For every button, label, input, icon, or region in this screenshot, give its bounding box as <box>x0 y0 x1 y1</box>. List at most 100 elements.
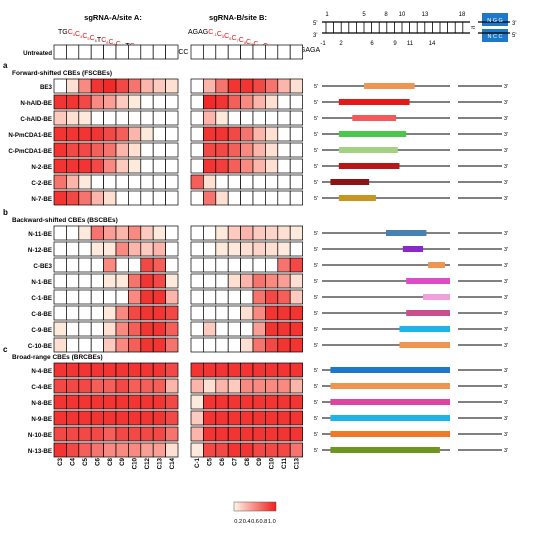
base-position: 3 <box>73 32 76 37</box>
heatmap-cell <box>289 273 303 289</box>
heatmap-cell <box>227 426 241 442</box>
base-position: 9 <box>114 42 117 47</box>
heatmap-cell <box>240 158 254 174</box>
heatmap-cell <box>103 126 117 142</box>
five-prime-label: 5' <box>314 432 318 438</box>
heatmap-cell <box>165 142 179 158</box>
heatmap-cell <box>103 44 117 60</box>
heatmap-cell <box>66 362 80 378</box>
sequence-base: C <box>90 35 95 42</box>
heatmap-cell <box>115 321 129 337</box>
three-prime-label: 3' <box>504 263 508 269</box>
heatmap-cell <box>90 362 104 378</box>
three-prime-label: 3' <box>504 100 508 106</box>
heatmap-cell <box>152 257 166 273</box>
heatmap-cell <box>165 410 179 426</box>
five-prime-label: 5' <box>314 279 318 285</box>
heatmap-cell <box>277 142 291 158</box>
heatmap-cell <box>53 426 67 442</box>
heatmap-cell <box>53 257 67 273</box>
heatmap-cell <box>240 110 254 126</box>
deaminase-window-bar <box>406 310 450 316</box>
heatmap-cell <box>265 257 279 273</box>
heatmap-cell <box>78 110 92 126</box>
heatmap-cell <box>128 225 142 241</box>
heatmap-cell <box>140 44 154 60</box>
base-position: 8 <box>106 40 109 45</box>
heatmap-cell <box>115 225 129 241</box>
section-title: Forward-shifted CBEs (FSCBEs) <box>12 70 112 77</box>
heatmap-cell <box>152 362 166 378</box>
column-label: C13 <box>293 457 300 469</box>
column-label: C-1 <box>194 457 201 468</box>
five-prime-label: 5' <box>314 448 318 454</box>
heatmap-cell <box>90 442 104 458</box>
three-prime-label: 3' <box>504 247 508 253</box>
column-label: C3 <box>57 457 64 465</box>
heatmap-cell <box>165 44 179 60</box>
site-a-title: sgRNA-A/site A: <box>84 13 142 22</box>
five-prime-label: 5' <box>314 295 318 301</box>
three-prime-label: 3' <box>504 432 508 438</box>
heatmap-cell <box>103 289 117 305</box>
heatmap-cell <box>78 241 92 257</box>
heatmap-cell <box>66 426 80 442</box>
heatmap-cell <box>128 362 142 378</box>
column-label: C6 <box>94 457 101 465</box>
heatmap-cell <box>215 225 229 241</box>
heatmap-cell <box>66 44 80 60</box>
heatmap-cell <box>277 174 291 190</box>
five-prime-label: 5' <box>512 33 516 39</box>
deaminase-window-bar <box>338 147 398 153</box>
heatmap-cell <box>277 44 291 60</box>
three-prime-label: 3' <box>504 196 508 202</box>
colorbar-tick-label: 0.8 <box>260 519 268 525</box>
heatmap-cell <box>190 78 204 94</box>
heatmap-cell <box>165 190 179 206</box>
deaminase-window-bar <box>330 415 450 421</box>
heatmap-cell <box>277 225 291 241</box>
colorbar-ticks: 0.2 0.4 0.6 0.8 1.0 <box>234 519 275 525</box>
heatmap-cell <box>115 426 129 442</box>
heatmap-cell <box>140 273 154 289</box>
heatmap-cell <box>53 289 67 305</box>
heatmap-cell <box>128 78 142 94</box>
heatmap-cell <box>277 158 291 174</box>
heatmap-cell <box>227 110 241 126</box>
heatmap-cell <box>190 190 204 206</box>
heatmap-cell <box>203 174 217 190</box>
heatmap-cell <box>190 362 204 378</box>
heatmap-cell <box>66 442 80 458</box>
heatmap-cell <box>277 426 291 442</box>
heatmap-cell <box>203 426 217 442</box>
heatmap-cell <box>277 257 291 273</box>
heatmap-cell <box>78 426 92 442</box>
heatmap-cell <box>140 174 154 190</box>
heatmap-cell <box>190 426 204 442</box>
heatmap-cell <box>53 378 67 394</box>
five-prime-label: 5' <box>314 196 318 202</box>
heatmap-cell <box>240 190 254 206</box>
row-label: N-11-BE <box>28 231 52 238</box>
heatmap-cell <box>128 94 142 110</box>
heatmap-cell <box>90 257 104 273</box>
heatmap-cell <box>140 126 154 142</box>
heatmap-cell <box>140 362 154 378</box>
row-label: N-PmCDA1-BE <box>8 132 52 139</box>
sequence-base: C <box>239 37 244 44</box>
heatmap-cell <box>53 273 67 289</box>
base-position: 8 <box>244 40 247 45</box>
heatmap-cell <box>252 110 266 126</box>
row-label: C-BE3 <box>33 263 52 270</box>
heatmap-cell <box>66 289 80 305</box>
heatmap-cell <box>115 241 129 257</box>
sequence-base: C <box>253 41 258 48</box>
column-label: C7 <box>231 457 238 465</box>
heatmap-cell <box>53 158 67 174</box>
heatmap-cell <box>103 273 117 289</box>
heatmap-cell <box>252 394 266 410</box>
heatmap-cell <box>215 426 229 442</box>
heatmap-cell <box>203 410 217 426</box>
heatmap-cell <box>115 142 129 158</box>
heatmap-cell <box>227 394 241 410</box>
